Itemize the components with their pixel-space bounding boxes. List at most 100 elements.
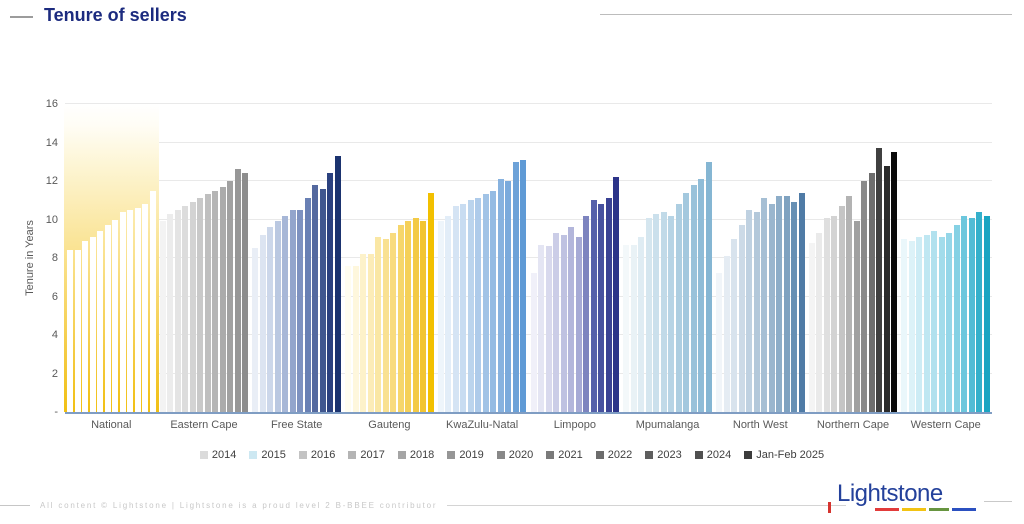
legend-item-2022: 2022 — [595, 449, 632, 461]
bar-eastern-cape-2016 — [174, 209, 181, 412]
bars-western-cape — [901, 104, 990, 412]
bar-western-cape-2022 — [961, 215, 968, 412]
x-label-north-west: North West — [732, 419, 788, 431]
bar-free-state-2020 — [297, 209, 304, 412]
bar-kwazulu-natal-2014 — [437, 221, 444, 412]
bar-gauteng-2015 — [352, 265, 359, 412]
bars-gauteng — [345, 104, 434, 412]
bar-gauteng-2022 — [405, 221, 412, 412]
bar-limpopo-2020 — [575, 236, 582, 412]
bar-limpopo-2015 — [538, 244, 545, 412]
legend-item-2020: 2020 — [496, 449, 533, 461]
legend-label-2016: 2016 — [310, 449, 336, 461]
bar-kwazulu-natal-2018 — [467, 200, 474, 412]
group-western-cape: Western Cape — [901, 104, 990, 431]
logo-text: Lightstone — [837, 480, 943, 507]
logo-red-tick — [828, 502, 831, 513]
bar-north-west-2022 — [776, 196, 783, 412]
title-dash-line — [10, 16, 33, 18]
header-rule-line — [600, 14, 1012, 15]
legend-item-2017: 2017 — [348, 449, 385, 461]
legend-swatch-2019 — [447, 451, 456, 459]
gridline-8 — [65, 257, 992, 258]
page-title: Tenure of sellers — [44, 5, 187, 25]
bars-national — [64, 104, 159, 412]
x-label-eastern-cape: Eastern Cape — [170, 419, 238, 431]
y-tick-16: 16 — [45, 98, 58, 110]
legend-swatch-2016 — [298, 451, 307, 459]
group-limpopo: Limpopo — [530, 104, 620, 431]
bar-limpopo-2024 — [605, 198, 612, 412]
logo-underline-blue — [952, 508, 976, 511]
bar-national-2023 — [134, 207, 141, 412]
y-tick-6: 6 — [51, 290, 58, 303]
bar-kwazulu-natal-2024 — [512, 161, 519, 412]
legend-swatch-2022 — [595, 451, 604, 459]
bar-national-2017 — [89, 236, 96, 412]
legend-item-2018: 2018 — [397, 449, 434, 461]
bar-eastern-cape-jan-feb-2025 — [242, 173, 249, 412]
legend-label-2017: 2017 — [360, 449, 385, 461]
lightstone-logo: Lightstone — [828, 481, 1012, 513]
bar-north-west-2021 — [768, 204, 775, 412]
bar-northern-cape-2015 — [816, 232, 823, 412]
bar-mpumalanga-2019 — [660, 211, 667, 412]
group-north-west: North West — [716, 104, 805, 431]
y-tick-14: 14 — [45, 136, 58, 149]
legend-item-2021: 2021 — [546, 449, 583, 461]
x-label-free-state: Free State — [271, 419, 323, 431]
bar-gauteng-2016 — [360, 254, 367, 412]
bar-eastern-cape-2019 — [197, 198, 204, 412]
legend-swatch-2017 — [348, 451, 357, 459]
x-label-western-cape: Western Cape — [910, 419, 981, 431]
bar-limpopo-jan-feb-2025 — [613, 177, 620, 412]
bar-kwazulu-natal-2020 — [482, 194, 489, 412]
bar-north-west-2020 — [761, 198, 768, 412]
bar-kwazulu-natal-2023 — [505, 181, 512, 412]
bars-mpumalanga — [623, 104, 712, 412]
bar-kwazulu-natal-2022 — [497, 179, 504, 412]
x-label-limpopo: Limpopo — [553, 419, 596, 431]
bar-gauteng-2019 — [382, 238, 389, 412]
bar-western-cape-2018 — [931, 231, 938, 412]
bar-free-state-2015 — [259, 234, 266, 412]
bar-northern-cape-2017 — [831, 215, 838, 412]
plot-area: National Eastern Cape Free State Gauteng Kwa… — [64, 103, 992, 431]
bar-limpopo-2023 — [598, 204, 605, 412]
bar-gauteng-2014 — [345, 265, 352, 412]
bar-northern-cape-2019 — [846, 196, 853, 412]
bar-national-2018 — [97, 231, 103, 412]
bars-north-west — [716, 104, 805, 412]
legend-swatch-2015 — [249, 451, 258, 459]
bar-eastern-cape-2014 — [159, 221, 166, 412]
bar-northern-cape-2018 — [838, 206, 845, 412]
bar-northern-cape-2016 — [823, 217, 830, 412]
bar-eastern-cape-2020 — [204, 194, 211, 412]
y-tick-4: 4 — [51, 329, 58, 341]
legend-swatch-2018 — [397, 451, 406, 459]
legend-item-2019: 2019 — [447, 449, 484, 461]
logo-underline-green — [929, 508, 949, 511]
bar-national-2014 — [67, 250, 73, 412]
bar-eastern-cape-2022 — [219, 186, 226, 412]
legend-label-2014: 2014 — [211, 449, 237, 461]
bar-gauteng-2023 — [412, 217, 419, 412]
bar-free-state-2023 — [319, 188, 326, 412]
bar-kwazulu-natal-2019 — [475, 198, 482, 412]
legend-item-2015: 2015 — [249, 449, 286, 461]
legend-item-2014: 2014 — [199, 449, 237, 461]
bar-northern-cape-2022 — [868, 173, 875, 412]
bar-gauteng-2021 — [397, 225, 404, 412]
bar-national-2019 — [104, 225, 111, 412]
bar-northern-cape-2020 — [853, 221, 860, 412]
legend-label-2021: 2021 — [558, 449, 583, 461]
footer-left-line — [0, 505, 30, 506]
bar-gauteng-2017 — [367, 254, 374, 412]
legend-swatch-2014 — [199, 451, 208, 459]
legend-item-2023: 2023 — [645, 449, 682, 461]
bars-kwazulu-natal — [437, 104, 527, 412]
bar-western-cape-2021 — [953, 225, 960, 412]
bar-national-2020 — [112, 219, 118, 412]
bar-north-west-2023 — [783, 196, 790, 412]
